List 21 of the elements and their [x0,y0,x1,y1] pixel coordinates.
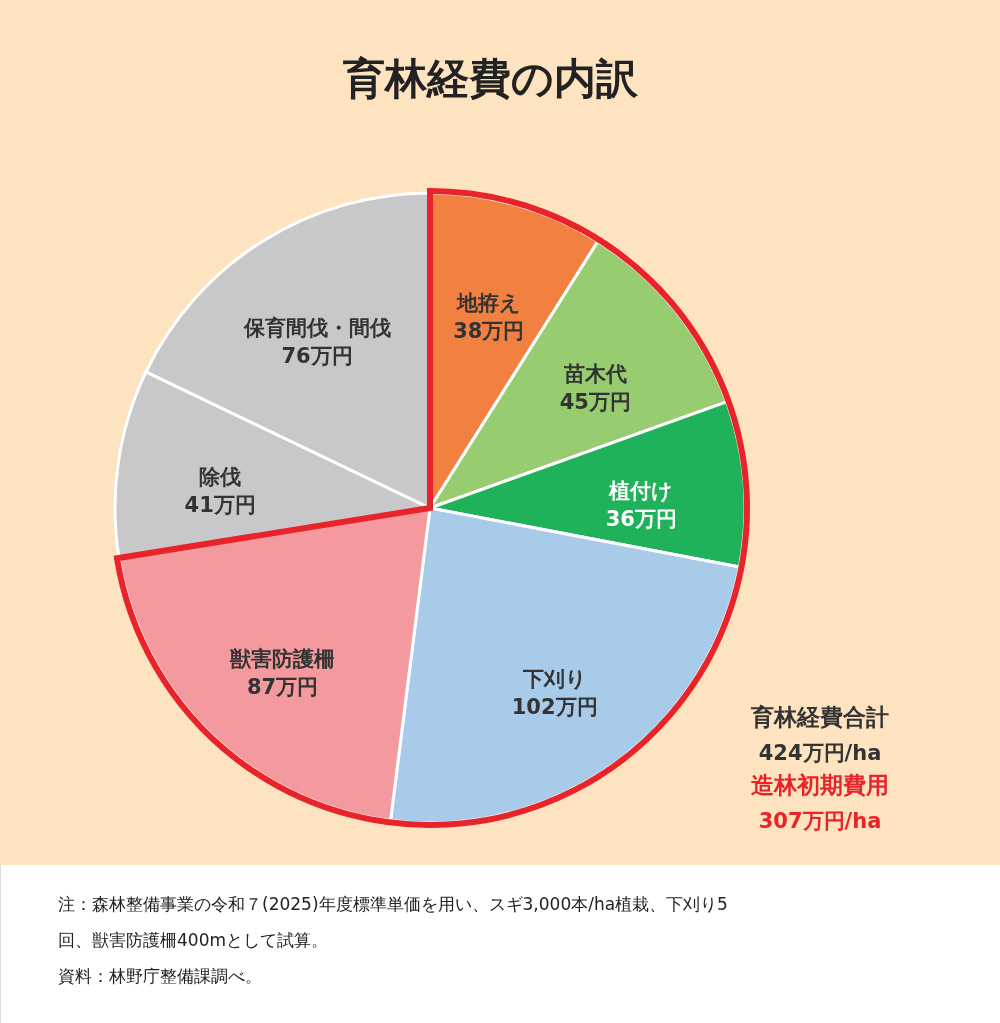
data-label: 76万円 [281,343,353,368]
data-label: 45万円 [559,390,631,415]
data-label: 87万円 [246,675,319,700]
text: 資料：林野庁整備課調べ。 [58,966,262,986]
chart-title: 育林経費の内訳 [341,54,639,103]
text: 307万円/ha [758,809,882,833]
data-label: 102万円 [511,694,598,719]
text: 育林経費合計 [750,704,889,730]
slice-label: 除伐 [199,464,242,489]
slice-label: 保育間伐・間伐 [242,315,391,340]
slice-label: 下刈り [521,666,587,691]
text: 注：森林整備事業の令和７(2025)年度標準単価を用い、スギ3,000本/ha植栽、下刈り5回、獣害防護柵400mとして試算。 [58,894,728,950]
slice-label: 植付け [608,478,674,503]
data-label: 38万円 [453,319,525,344]
slice-label: 地拵え [455,291,521,316]
text: 造林初期費用 [751,772,889,798]
data-label: 41万円 [184,492,256,517]
slice-label: 苗木代 [562,362,627,387]
data-label: 36万円 [605,506,677,531]
slice-label: 獣害防護柵 [229,647,336,672]
text: 424万円/ha [758,741,882,765]
